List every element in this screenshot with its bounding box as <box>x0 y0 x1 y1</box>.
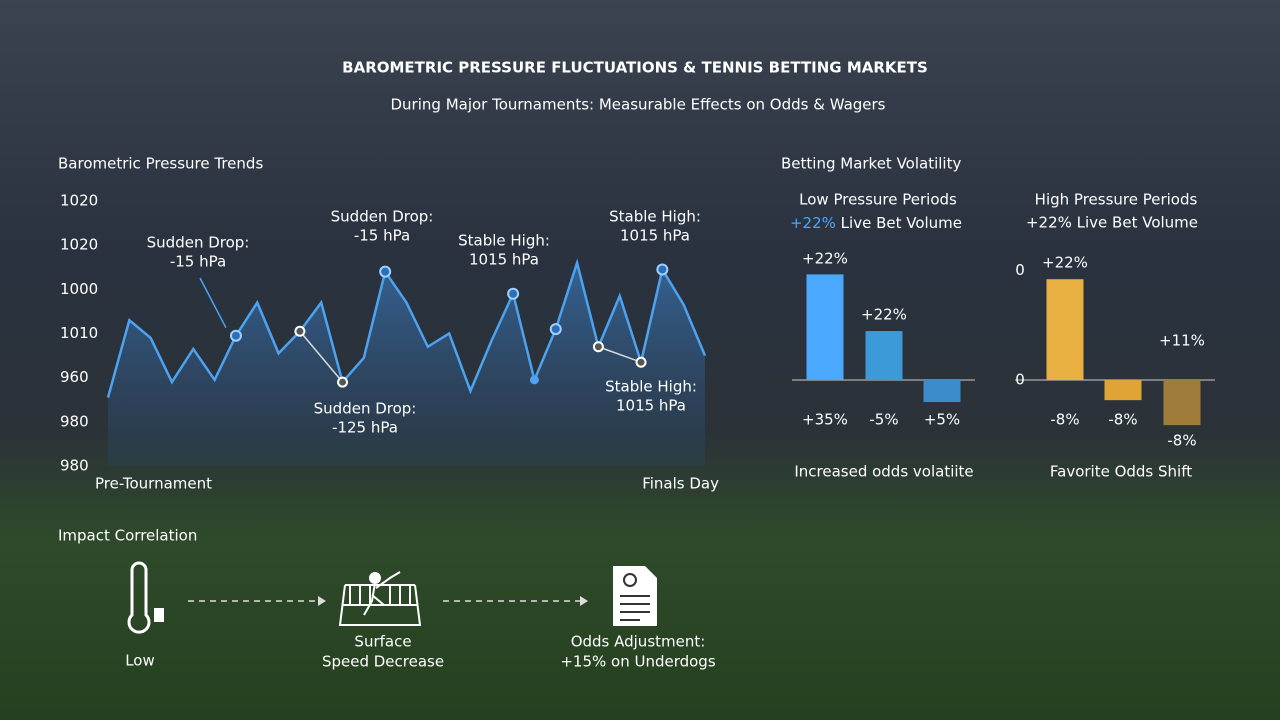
bar <box>1046 279 1084 380</box>
court-icon <box>338 571 422 626</box>
y-tick-label: 0 <box>1015 261 1025 279</box>
marker <box>379 265 392 278</box>
bar <box>865 331 903 380</box>
annotation: 1015 hPa <box>620 227 690 245</box>
high-note: +22% Live Bet Volume <box>1026 214 1198 232</box>
y-tick-label: 0 <box>1015 371 1025 389</box>
category-label: -8% <box>1050 411 1079 429</box>
y-tick-label: 960 <box>60 368 89 386</box>
marker <box>656 263 669 276</box>
marker <box>337 376 349 388</box>
leader <box>199 277 227 329</box>
bar-annotation: +22% <box>861 306 907 324</box>
x-tick-label: Finals Day <box>642 475 719 493</box>
annotation: Sudden Drop: <box>314 400 417 418</box>
x-tick-label: Pre-Tournament <box>95 475 212 493</box>
marker <box>229 329 242 342</box>
marker <box>529 375 539 385</box>
low-note: +22% Live Bet Volume <box>790 214 962 232</box>
connector <box>598 346 642 363</box>
line-chart-title: Barometric Pressure Trends <box>58 155 263 173</box>
step-label: Surface <box>354 633 411 651</box>
category-label: +35% <box>802 411 848 429</box>
document-icon <box>613 566 657 626</box>
annotation: Sudden Drop: <box>331 208 434 226</box>
marker <box>592 341 604 353</box>
y-tick-label: 1000 <box>60 280 98 298</box>
bar <box>1104 380 1142 401</box>
y-tick-label: 980 <box>60 457 89 475</box>
line-area <box>108 262 705 466</box>
annotation: 1015 hPa <box>616 397 686 415</box>
subtitle: During Major Tournaments: Measurable Eff… <box>391 96 886 114</box>
title: BAROMETRIC PRESSURE FLUCTUATIONS & TENNI… <box>342 59 928 77</box>
bar <box>806 274 844 380</box>
annotation: Sudden Drop: <box>147 234 250 252</box>
low-subtitle: Low Pressure Periods <box>799 191 957 209</box>
step-label: Low <box>125 652 155 670</box>
annotation: -125 hPa <box>332 419 398 437</box>
marker <box>507 287 520 300</box>
high-caption: Favorite Odds Shift <box>1050 463 1192 481</box>
category-label: -8% <box>1108 411 1137 429</box>
line <box>106 258 707 398</box>
thermometer-icon <box>127 561 164 634</box>
annotation: 1015 hPa <box>469 251 539 269</box>
step-label: +15% on Underdogs <box>560 653 715 671</box>
low-note-text: Live Bet Volume <box>841 214 962 232</box>
bar-annotation: +22% <box>1042 254 1088 272</box>
high-subtitle: High Pressure Periods <box>1035 191 1198 209</box>
bar-annotation: +11% <box>1159 332 1205 350</box>
annotation: Stable High: <box>458 232 550 250</box>
annotation: Stable High: <box>609 208 701 226</box>
low-note-highlight: +22% <box>790 214 836 232</box>
marker <box>635 356 647 368</box>
low-caption: Increased odds volatiite <box>794 463 973 481</box>
connector <box>299 330 344 383</box>
bar-annotation: +22% <box>802 250 848 268</box>
annotation: Stable High: <box>605 378 697 396</box>
marker <box>294 325 306 337</box>
bar <box>923 380 961 403</box>
category-label: -8% <box>1167 432 1196 450</box>
category-label: +5% <box>924 411 960 429</box>
bar-chart-title: Betting Market Volatility <box>781 155 961 173</box>
annotation: -15 hPa <box>354 227 410 245</box>
category-label: -5% <box>869 411 898 429</box>
y-tick-label: 1010 <box>60 324 98 342</box>
bar <box>1163 380 1201 426</box>
y-tick-label: 1020 <box>60 236 98 254</box>
step-label: Odds Adjustment: <box>571 633 706 651</box>
impact-title: Impact Correlation <box>58 527 197 545</box>
marker <box>549 323 562 336</box>
annotation: -15 hPa <box>170 253 226 271</box>
step-label: Speed Decrease <box>322 653 444 671</box>
y-tick-label: 1020 <box>60 192 98 210</box>
y-tick-label: 980 <box>60 412 89 430</box>
